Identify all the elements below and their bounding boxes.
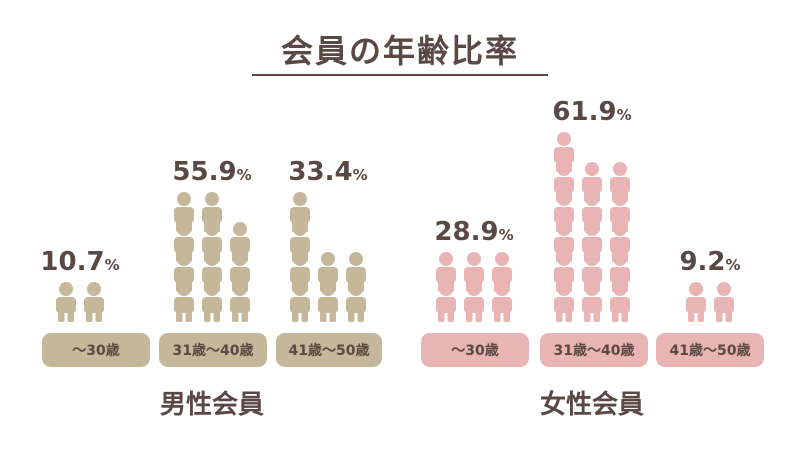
- category-label: 41歳～50歳: [670, 342, 751, 359]
- bar-male-0: ～30歳: [42, 282, 150, 367]
- data-label: 33.4%: [288, 157, 367, 187]
- unit-label: %: [105, 256, 120, 274]
- person-icon: [346, 252, 366, 292]
- person-icon: [554, 222, 574, 262]
- unit-label: %: [353, 166, 368, 184]
- person-icon: [318, 252, 338, 292]
- person-icon: [554, 132, 574, 172]
- person-icon: [56, 282, 76, 322]
- category-label: 41歳～50歳: [289, 342, 370, 359]
- category-pill: [540, 333, 648, 367]
- category-pill: [42, 333, 150, 367]
- data-label: 28.9%: [434, 217, 513, 247]
- category-label: 31歳～40歳: [173, 342, 254, 359]
- data-label: 9.2%: [679, 247, 740, 277]
- series-label: 男性会員: [160, 390, 264, 420]
- chart-title: 会員の年齢比率: [280, 32, 519, 70]
- category-pill: [421, 333, 529, 367]
- person-icon: [582, 162, 602, 202]
- data-label: 61.9%: [552, 97, 631, 127]
- person-icon: [290, 192, 310, 232]
- category-label: ～30歳: [72, 342, 119, 359]
- unit-label: %: [617, 106, 632, 124]
- bar-female-2: 41歳～50歳: [656, 282, 764, 367]
- person-icon: [174, 222, 194, 262]
- person-icon: [464, 252, 484, 292]
- person-icon: [230, 282, 250, 322]
- person-icon: [714, 282, 734, 322]
- category-label: ～30歳: [451, 342, 498, 359]
- person-icon: [436, 282, 456, 322]
- unit-label: %: [237, 166, 252, 184]
- person-icon: [202, 192, 222, 232]
- person-icon: [230, 222, 250, 262]
- person-icon: [436, 252, 456, 292]
- unit-label: %: [726, 256, 741, 274]
- category-pill: [276, 333, 382, 367]
- category-pill: [159, 333, 267, 367]
- person-icon: [202, 282, 222, 322]
- bar-male-2: 41歳～50歳: [276, 192, 382, 367]
- category-pill: [656, 333, 764, 367]
- unit-label: %: [499, 226, 514, 244]
- category-label: 31歳～40歳: [554, 342, 635, 359]
- person-icon: [84, 282, 104, 322]
- person-icon: [554, 192, 574, 232]
- bar-female-0: ～30歳: [421, 252, 529, 367]
- title-underline: [252, 74, 548, 76]
- series-label: 女性会員: [540, 389, 644, 420]
- person-icon: [686, 282, 706, 322]
- data-label: 10.7%: [40, 247, 119, 277]
- person-icon: [610, 162, 630, 202]
- person-icon: [492, 252, 512, 292]
- person-icon: [174, 192, 194, 232]
- person-icon: [610, 192, 630, 232]
- data-label: 55.9%: [172, 157, 251, 187]
- bar-female-1: 31歳～40歳: [540, 132, 648, 367]
- bar-male-1: 31歳～40歳: [159, 192, 267, 367]
